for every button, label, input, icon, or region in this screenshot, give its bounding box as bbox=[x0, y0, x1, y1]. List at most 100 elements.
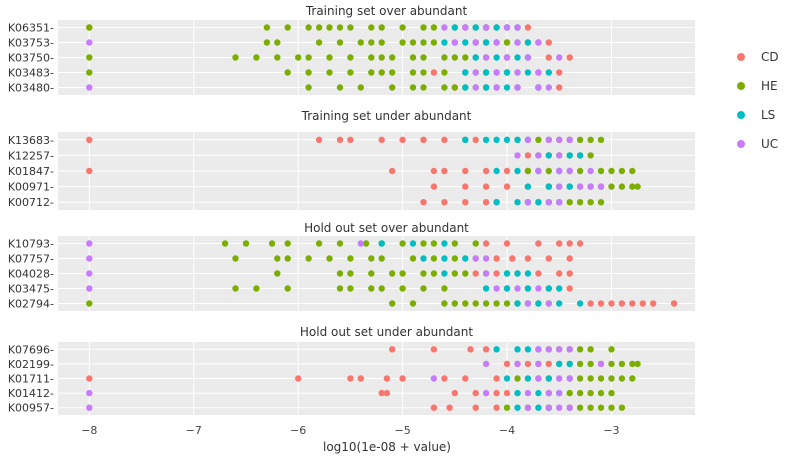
data-point-he bbox=[608, 360, 615, 368]
data-point-cd bbox=[441, 167, 448, 175]
legend-label: HE bbox=[761, 79, 778, 93]
data-point-ls bbox=[514, 300, 521, 307]
data-point-ls bbox=[545, 183, 552, 190]
data-point-ls bbox=[441, 255, 448, 262]
data-point-he bbox=[336, 270, 344, 277]
data-point-he bbox=[347, 69, 354, 76]
x-tick-label: −5 bbox=[394, 424, 410, 437]
data-point-ls bbox=[535, 300, 542, 307]
data-point-he bbox=[587, 404, 594, 411]
data-point-cd bbox=[482, 167, 490, 175]
y-tick-label: K03475- bbox=[8, 283, 54, 296]
data-point-cd bbox=[503, 389, 511, 397]
data-point-he bbox=[462, 54, 469, 61]
data-point-he bbox=[315, 24, 323, 31]
data-point-ls bbox=[493, 54, 500, 61]
panel-3: K10793- K07757- K04028- K03475- K02794- Hold … bbox=[8, 221, 695, 311]
data-point-uc bbox=[430, 375, 438, 382]
data-point-he bbox=[629, 167, 636, 175]
data-point-he bbox=[409, 255, 417, 262]
data-point-ls bbox=[566, 152, 573, 159]
data-point-cd bbox=[467, 346, 474, 353]
data-point-he bbox=[618, 375, 626, 382]
data-point-ls bbox=[441, 270, 448, 277]
data-point-uc bbox=[556, 375, 563, 382]
legend-item-uc: UC bbox=[737, 137, 778, 151]
data-point-cd bbox=[430, 404, 438, 411]
data-point-uc bbox=[524, 389, 532, 397]
data-point-uc bbox=[482, 255, 490, 262]
data-point-he bbox=[587, 152, 594, 159]
data-point-cd bbox=[608, 300, 615, 307]
data-point-ls bbox=[503, 270, 511, 277]
data-point-uc bbox=[535, 346, 542, 353]
data-point-he bbox=[409, 84, 417, 91]
data-point-he bbox=[451, 240, 458, 247]
data-point-uc bbox=[482, 24, 490, 31]
data-point-he bbox=[86, 69, 93, 76]
data-point-he bbox=[336, 285, 344, 292]
data-point-ls bbox=[493, 24, 500, 31]
y-tick-label: K06351- bbox=[8, 22, 54, 35]
data-point-he bbox=[597, 167, 605, 175]
legend-marker bbox=[737, 140, 745, 148]
data-point-uc bbox=[545, 199, 552, 206]
data-point-he bbox=[409, 54, 417, 61]
data-point-uc bbox=[493, 39, 500, 46]
panel-title: Training set over abundant bbox=[305, 4, 468, 18]
data-point-cd bbox=[509, 255, 516, 262]
data-point-he bbox=[389, 270, 396, 277]
data-point-he bbox=[368, 39, 375, 46]
data-point-he bbox=[462, 300, 469, 307]
data-point-cd bbox=[566, 270, 573, 277]
data-point-ls bbox=[462, 136, 469, 143]
data-point-ls bbox=[514, 167, 521, 175]
data-point-cd bbox=[566, 285, 573, 292]
data-point-he bbox=[566, 389, 573, 397]
y-tick-label: K07757- bbox=[8, 253, 54, 266]
data-point-he bbox=[618, 183, 626, 190]
data-point-he bbox=[315, 240, 323, 247]
data-point-he bbox=[221, 240, 229, 247]
data-point-cd bbox=[430, 346, 438, 353]
data-point-he bbox=[451, 84, 458, 91]
data-point-uc bbox=[482, 270, 490, 277]
data-point-he bbox=[357, 39, 364, 46]
data-point-he bbox=[514, 375, 521, 382]
data-point-he bbox=[608, 346, 615, 353]
data-point-ls bbox=[482, 39, 490, 46]
data-point-he bbox=[608, 404, 615, 411]
data-point-uc bbox=[86, 285, 93, 292]
data-point-cd bbox=[524, 152, 532, 159]
data-point-uc bbox=[86, 39, 93, 46]
data-point-he bbox=[305, 54, 312, 61]
data-point-cd bbox=[315, 136, 323, 143]
data-point-he bbox=[618, 167, 626, 175]
data-point-uc bbox=[535, 69, 542, 76]
data-point-he bbox=[566, 199, 573, 206]
data-point-he bbox=[587, 360, 594, 368]
data-point-he bbox=[597, 375, 605, 382]
data-point-uc bbox=[556, 404, 563, 411]
data-point-he bbox=[305, 24, 312, 31]
data-point-uc bbox=[514, 84, 521, 91]
legend-item-cd: CD bbox=[737, 50, 779, 64]
data-point-he bbox=[378, 285, 385, 292]
data-point-cd bbox=[383, 389, 391, 397]
data-point-uc bbox=[86, 404, 93, 411]
data-point-uc bbox=[535, 167, 542, 175]
panels: K06351- K03753- K03750- K03483- K03480- Train… bbox=[8, 4, 695, 415]
data-point-he bbox=[368, 255, 375, 262]
data-point-uc bbox=[472, 84, 479, 91]
data-point-uc bbox=[482, 360, 490, 368]
data-point-he bbox=[451, 270, 458, 277]
data-point-ls bbox=[524, 270, 532, 277]
data-point-cd bbox=[86, 136, 93, 143]
data-point-ls bbox=[482, 69, 490, 76]
data-point-cd bbox=[503, 240, 511, 247]
data-point-he bbox=[399, 24, 406, 31]
data-point-ls bbox=[545, 285, 552, 292]
data-point-cd bbox=[441, 199, 448, 206]
data-point-uc bbox=[86, 240, 93, 247]
